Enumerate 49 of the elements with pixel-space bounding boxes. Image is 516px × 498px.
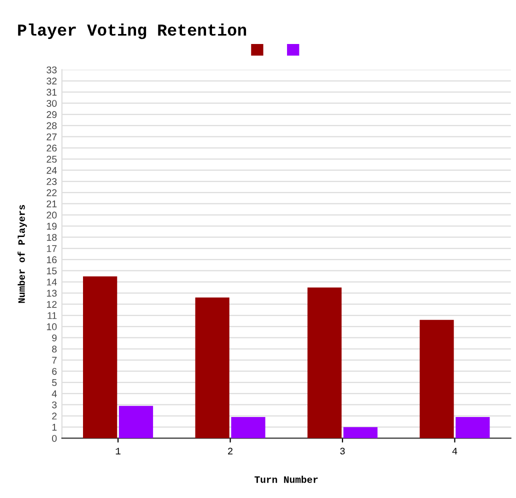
y-tick-label: 31 [46,88,57,96]
y-tick-label: 19 [46,222,57,230]
y-tick-label: 24 [46,166,57,174]
x-tick-label: 4 [452,448,458,454]
y-tick-label: 20 [46,212,57,219]
y-tick-label: 18 [46,234,57,241]
bar [195,298,230,438]
x-tick-label: 3 [340,448,345,454]
y-tick-label: 13 [46,290,57,297]
y-tick-label: 16 [46,256,57,264]
chart-title: Player Voting Retention [18,24,246,40]
bar [420,320,454,438]
y-tick-label: 32 [46,78,57,85]
y-tick-label: 14 [46,278,57,286]
bar [83,276,118,438]
y-tick-label: 7 [52,356,57,364]
y-tick-label: 15 [46,268,57,274]
x-tick-label: 1 [116,448,120,454]
y-tick-label: 3 [52,401,57,408]
bar [456,417,490,438]
y-tick-label: 17 [46,245,57,252]
y-tick-label: 8 [52,346,57,353]
y-tick-label: 30 [46,100,57,107]
y-tick-label: 12 [46,300,57,308]
y-tick-label: 9 [52,334,57,342]
bar [118,406,154,438]
y-tick-label: 29 [46,111,57,118]
y-tick-label: 22 [46,189,57,196]
y-tick-label: 1 [52,424,57,431]
y-tick-label: 0 [52,434,57,442]
y-tick-label: 6 [52,368,57,375]
y-tick-label: 26 [46,144,57,152]
bar [307,287,342,438]
x-axis-title: Turn Number [254,476,318,483]
bar [231,417,266,438]
bar [343,427,378,438]
y-tick-label: 33 [46,66,57,74]
y-tick-label: 11 [48,312,57,319]
y-axis-title: Number of Players [18,204,27,303]
y-tick-label: 25 [46,156,57,163]
y-tick-label: 5 [52,379,57,386]
y-tick-label: 23 [46,178,57,186]
y-tick-label: 27 [46,133,57,140]
y-tick-label: 21 [46,200,57,208]
y-tick-label: 2 [52,412,57,420]
y-tick-label: 28 [46,122,57,130]
x-tick-label: 2 [228,448,232,454]
y-tick-label: 4 [52,390,57,398]
y-tick-label: 10 [46,323,57,330]
